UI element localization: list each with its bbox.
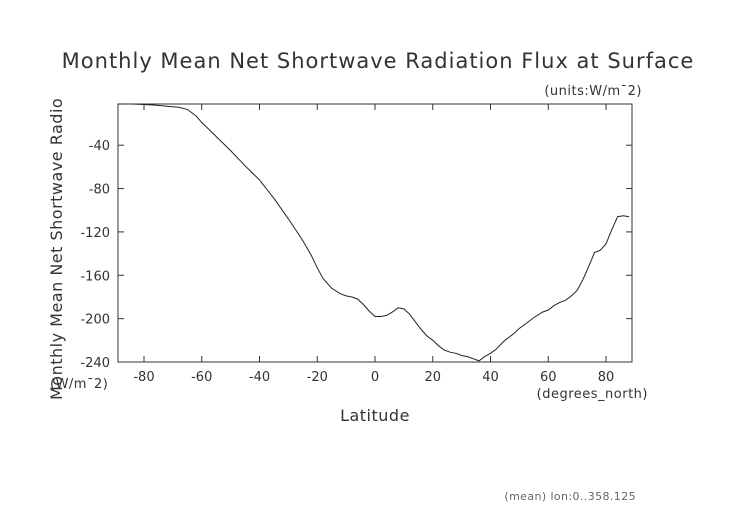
x-tick-label: 80: [598, 370, 615, 385]
y-axis-units: (W/m¯2): [50, 377, 108, 392]
chart-title: Monthly Mean Net Shortwave Radiation Flu…: [62, 49, 695, 73]
x-tick-label: 60: [540, 370, 557, 385]
x-tick-label: -40: [249, 370, 270, 385]
y-tick-label: -120: [80, 226, 110, 241]
units-label: (units:W/m¯2): [544, 84, 642, 99]
y-tick-label: -200: [80, 313, 110, 328]
x-tick-label: 40: [482, 370, 499, 385]
x-tick-label: 20: [424, 370, 441, 385]
x-axis: -80 -60 -40 -20 0 20 40 60 80: [133, 104, 614, 385]
data-line: [118, 103, 630, 362]
x-axis-units: (degrees_north): [537, 387, 648, 402]
plot-frame: [117, 103, 633, 363]
y-tick-label: -80: [89, 183, 110, 198]
x-tick-label: -20: [307, 370, 328, 385]
y-tick-label: -240: [80, 356, 110, 371]
x-tick-label: 0: [371, 370, 379, 385]
y-tick-label: -40: [89, 139, 110, 154]
y-axis-label: Monthly Mean Net Shortwave Radio: [47, 98, 66, 400]
footer-note: (mean) lon:0..358.125: [504, 490, 636, 503]
x-tick-label: -60: [191, 370, 212, 385]
x-axis-label: Latitude: [340, 406, 410, 425]
y-tick-label: -160: [80, 269, 110, 284]
y-axis: -40 -80 -120 -160 -200 -240: [80, 139, 632, 371]
x-tick-label: -80: [133, 370, 154, 385]
